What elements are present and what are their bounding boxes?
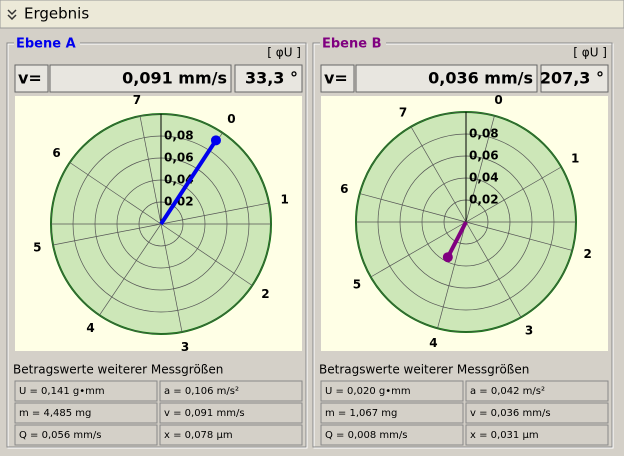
table-cell-text: Q = 0,008 mm/s bbox=[325, 430, 407, 441]
table-cell bbox=[465, 424, 609, 446]
table-cell-text: x = 0,078 µm bbox=[164, 430, 233, 441]
spoke bbox=[465, 166, 562, 223]
panel-frame bbox=[313, 43, 614, 449]
spoke bbox=[99, 223, 162, 316]
table-cell bbox=[159, 402, 303, 424]
panel-frame bbox=[6, 42, 307, 448]
ring-label: 0,06 bbox=[469, 149, 499, 163]
vector-tip bbox=[442, 252, 453, 263]
vector-tip bbox=[210, 135, 221, 146]
panel-title: Ebene A bbox=[16, 37, 76, 52]
table-cell bbox=[465, 402, 609, 424]
panel-frame bbox=[312, 42, 613, 448]
spoke-label: 2 bbox=[584, 247, 592, 261]
readout-box bbox=[14, 64, 49, 93]
table-cell bbox=[320, 380, 464, 402]
spoke-label: 6 bbox=[52, 146, 60, 160]
spoke-label: 5 bbox=[353, 278, 361, 292]
spoke-label: 4 bbox=[86, 321, 94, 335]
spoke bbox=[410, 126, 467, 223]
panel-frame bbox=[7, 43, 308, 449]
ring-label: 0,08 bbox=[469, 127, 499, 141]
spoke-label: 7 bbox=[399, 105, 407, 119]
spoke bbox=[160, 223, 253, 286]
panel-title-bg bbox=[320, 36, 386, 50]
table-cell bbox=[159, 380, 303, 402]
table-cell-text: v = 0,091 mm/s bbox=[164, 408, 245, 419]
vector bbox=[159, 139, 218, 226]
table-cell-text: v = 0,036 mm/s bbox=[470, 408, 551, 419]
table-cell bbox=[320, 402, 464, 424]
table-cell-text: U = 0,141 g•mm bbox=[19, 386, 105, 397]
table-cell-text: a = 0,106 m/s² bbox=[164, 386, 239, 397]
velocity-value: 0,091 mm/s bbox=[122, 69, 227, 88]
table-cell-text: Q = 0,056 mm/s bbox=[19, 430, 101, 441]
table-cell-text: U = 0,020 g•mm bbox=[325, 386, 411, 397]
spoke-label: 6 bbox=[340, 182, 348, 196]
v-label: v= bbox=[18, 69, 42, 88]
readout-box bbox=[234, 64, 303, 93]
spoke-label: 3 bbox=[181, 340, 189, 354]
v-label: v= bbox=[324, 69, 348, 88]
table-cell bbox=[320, 424, 464, 446]
angle-value: 207,3 ° bbox=[540, 69, 604, 88]
spoke bbox=[139, 115, 162, 225]
spoke bbox=[160, 202, 270, 225]
table-title: Betragswerte weiterer Messgrößen bbox=[319, 363, 529, 377]
spoke-label: 7 bbox=[133, 93, 141, 107]
header-title: Ergebnis bbox=[24, 5, 89, 23]
unit-button[interactable]: [ φU ] bbox=[267, 46, 301, 60]
table-cell-text: a = 0,042 m/s² bbox=[470, 386, 545, 397]
spoke-label: 0 bbox=[494, 93, 502, 107]
spoke-label: 1 bbox=[281, 192, 289, 206]
table-cell-text: m = 4,485 mg bbox=[19, 408, 91, 419]
table-cell bbox=[14, 380, 158, 402]
spoke bbox=[437, 221, 467, 329]
spoke bbox=[52, 223, 162, 246]
collapse-icon[interactable] bbox=[7, 9, 17, 21]
table-title: Betragswerte weiterer Messgrößen bbox=[13, 363, 223, 377]
spoke bbox=[160, 223, 183, 333]
velocity-value: 0,036 mm/s bbox=[428, 69, 533, 88]
panel-title: Ebene B bbox=[322, 37, 382, 52]
table-cell bbox=[14, 424, 158, 446]
spoke bbox=[370, 221, 467, 278]
spoke bbox=[465, 115, 495, 223]
spoke bbox=[465, 221, 573, 251]
vector bbox=[446, 221, 468, 259]
ring-label: 0,08 bbox=[164, 129, 194, 143]
table-cell bbox=[159, 424, 303, 446]
spoke bbox=[465, 221, 522, 318]
spoke-label: 5 bbox=[33, 241, 41, 255]
spoke-label: 0 bbox=[227, 112, 235, 126]
ring-label: 0,04 bbox=[469, 171, 499, 185]
ring-label: 0,02 bbox=[469, 193, 499, 207]
table-cell-text: x = 0,031 µm bbox=[470, 430, 539, 441]
unit-button[interactable]: [ φU ] bbox=[573, 46, 607, 60]
spoke bbox=[359, 193, 467, 223]
ring-label: 0,06 bbox=[164, 151, 194, 165]
header-bar bbox=[0, 0, 624, 29]
angle-value: 33,3 ° bbox=[245, 69, 298, 88]
spoke-label: 1 bbox=[571, 152, 579, 166]
table-cell bbox=[14, 402, 158, 424]
readout-box bbox=[540, 64, 609, 93]
table-cell bbox=[465, 380, 609, 402]
readout-box bbox=[355, 64, 538, 93]
spoke-label: 2 bbox=[261, 287, 269, 301]
spoke-label: 3 bbox=[525, 324, 533, 338]
panel-title-bg bbox=[14, 36, 80, 50]
spoke bbox=[69, 162, 162, 225]
table-cell-text: m = 1,067 mg bbox=[325, 408, 397, 419]
readout-box bbox=[320, 64, 355, 93]
readout-box bbox=[49, 64, 232, 93]
spoke-label: 4 bbox=[429, 336, 437, 350]
